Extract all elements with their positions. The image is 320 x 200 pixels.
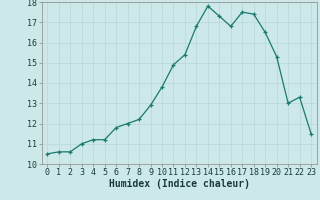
X-axis label: Humidex (Indice chaleur): Humidex (Indice chaleur)	[109, 179, 250, 189]
